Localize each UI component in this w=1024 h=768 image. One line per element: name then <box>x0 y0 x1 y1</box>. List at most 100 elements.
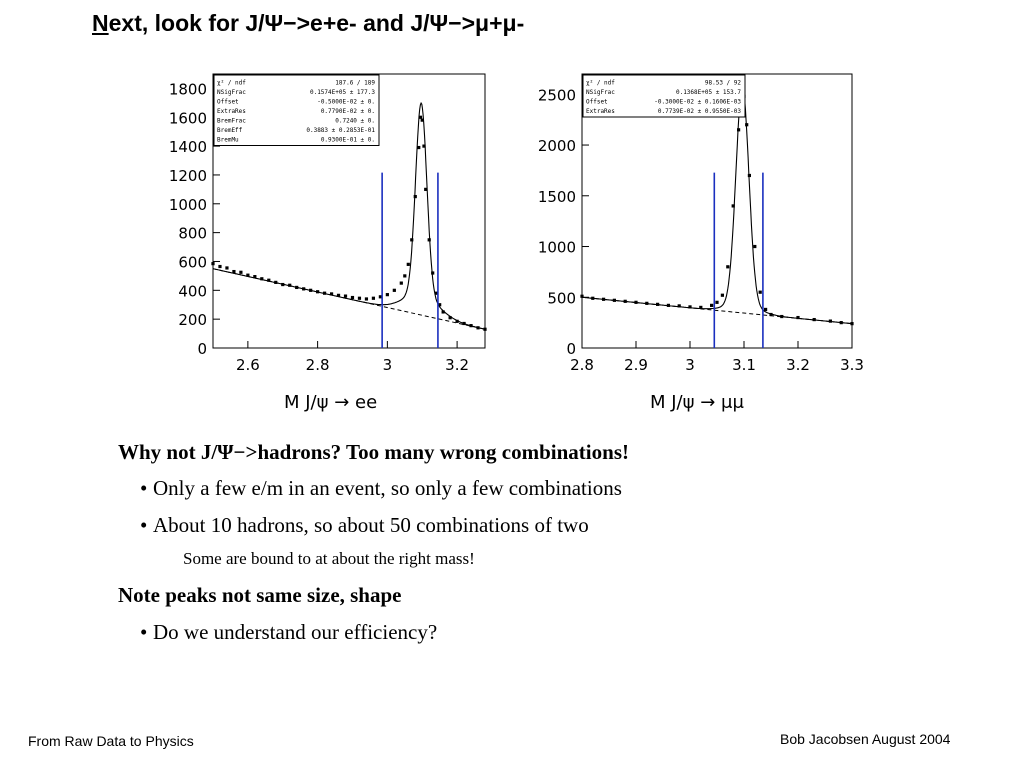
y-tick-label: 800 <box>178 225 207 243</box>
bullet-item-1: • Only a few e/m in an event, so only a f… <box>140 476 622 501</box>
data-point <box>462 321 466 326</box>
x-tick-label: 3.3 <box>840 356 864 374</box>
data-point <box>591 296 595 300</box>
bullet-item-2: • About 10 hadrons, so about 50 combinati… <box>140 513 589 538</box>
data-point <box>677 304 681 308</box>
x-tick-label: 3.2 <box>445 356 469 374</box>
data-point <box>469 324 473 328</box>
data-point <box>260 277 264 281</box>
data-point <box>211 262 215 266</box>
footer-left: From Raw Data to Physics <box>28 733 194 749</box>
bullet-text-1: Only a few e/m in an event, so only a fe… <box>153 476 622 500</box>
data-point <box>715 300 719 304</box>
stats-label: BremEff <box>217 127 243 134</box>
slide-title-rest: ext, look for J/Ψ−>e+e- and J/Ψ−>μ+μ- <box>108 10 525 36</box>
sub-item-1: Some are bound to at about the right mas… <box>183 549 475 568</box>
y-tick-label: 1600 <box>169 109 207 127</box>
data-point <box>850 322 854 326</box>
stats-label: BremMu <box>217 137 239 144</box>
data-point <box>634 300 638 304</box>
stats-label: Offset <box>217 99 239 106</box>
bullet-dot: • <box>140 513 148 537</box>
x-tick-label: 3.2 <box>786 356 810 374</box>
x-tick-label: 2.8 <box>306 356 330 374</box>
data-point <box>385 293 389 297</box>
data-point <box>612 298 616 302</box>
data-point <box>420 118 424 122</box>
data-point <box>839 321 843 325</box>
plot-mumu-xlabel: M J/ψ → μμ <box>650 392 744 413</box>
y-tick-label: 1000 <box>169 196 207 214</box>
data-point <box>780 314 784 319</box>
data-point <box>322 291 327 295</box>
data-point <box>246 273 250 277</box>
data-point <box>796 315 800 320</box>
data-point <box>413 194 417 199</box>
data-point <box>316 290 320 294</box>
data-point <box>281 282 285 287</box>
data-point <box>232 269 236 274</box>
data-point <box>418 115 423 119</box>
x-tick-label: 3 <box>685 356 695 374</box>
y-tick-label: 1800 <box>169 80 207 98</box>
x-tick-label: 3 <box>383 356 393 374</box>
data-point <box>424 187 428 191</box>
background-fit-line <box>212 268 486 330</box>
data-point <box>406 262 410 266</box>
slide-title-first-letter: N <box>92 10 109 36</box>
footer-right: Bob Jacobsen August 2004 <box>780 731 951 747</box>
data-point <box>343 294 348 298</box>
stats-label: χ² / ndf <box>586 80 615 87</box>
data-point <box>720 293 724 297</box>
data-point <box>448 316 452 320</box>
plot-ee: 0 200 400 600 800 1000 1200 1400 1600 1800 2.6 2.8 3… <box>150 70 490 375</box>
data-point <box>645 301 649 305</box>
y-tick-label: 1400 <box>169 138 207 156</box>
stats-label: ExtraRes <box>586 108 615 115</box>
y-tick-label: 400 <box>178 282 207 300</box>
y-tick-label: 1000 <box>538 239 576 257</box>
y-tick-label: 0 <box>566 340 576 358</box>
data-point <box>427 238 431 242</box>
stats-value: -0.5000E-02 ± 0. <box>317 99 375 106</box>
data-point <box>666 303 670 307</box>
y-tick-label: 2000 <box>538 137 576 155</box>
data-point <box>371 296 376 300</box>
y-tick-label: 200 <box>178 311 207 329</box>
data-point <box>726 265 730 269</box>
data-point <box>623 299 627 303</box>
stats-value: 98.53 / 92 <box>705 80 742 87</box>
x-tick-label: 2.8 <box>570 356 594 374</box>
plot-ee-svg: 0 200 400 600 800 1000 1200 1400 1600 1800 2.6 2.8 3… <box>169 73 487 374</box>
fit-curve <box>582 86 852 325</box>
data-point <box>392 288 396 292</box>
data-point <box>476 326 480 330</box>
data-point <box>295 285 299 290</box>
data-point <box>455 319 459 323</box>
data-point <box>602 297 606 301</box>
data-point <box>357 296 362 300</box>
data-point <box>731 204 735 208</box>
stats-value: 0.7790E-02 ± 0. <box>321 108 375 115</box>
stats-value: 0.9300E-01 ± 0. <box>321 137 375 144</box>
data-point <box>434 291 438 295</box>
stats-value: 0.1574E+05 ± 177.3 <box>310 89 375 96</box>
stats-label: NSigFrac <box>586 89 615 96</box>
bullet-text-2: About 10 hadrons, so about 50 combinatio… <box>153 513 589 537</box>
data-point <box>753 244 757 249</box>
data-point <box>441 310 445 314</box>
stats-value: 0.1368E+05 ± 153.7 <box>676 89 741 96</box>
data-point <box>309 288 313 292</box>
stats-value: 187.6 / 189 <box>335 80 375 87</box>
x-tick-label: 3.1 <box>732 356 756 374</box>
data-point <box>274 280 278 284</box>
plot-mumu-svg: 0 500 1000 1500 2000 2500 2.8 2.9 3 3.1 3.2 3.3 χ² /… <box>538 73 864 374</box>
y-tick-label: 600 <box>178 253 207 271</box>
fit-curve <box>212 101 486 330</box>
data-point <box>828 319 832 323</box>
data-point <box>302 287 306 291</box>
data-point <box>812 317 816 322</box>
data-point <box>769 312 773 317</box>
data-point <box>710 303 714 307</box>
data-point <box>417 145 421 150</box>
